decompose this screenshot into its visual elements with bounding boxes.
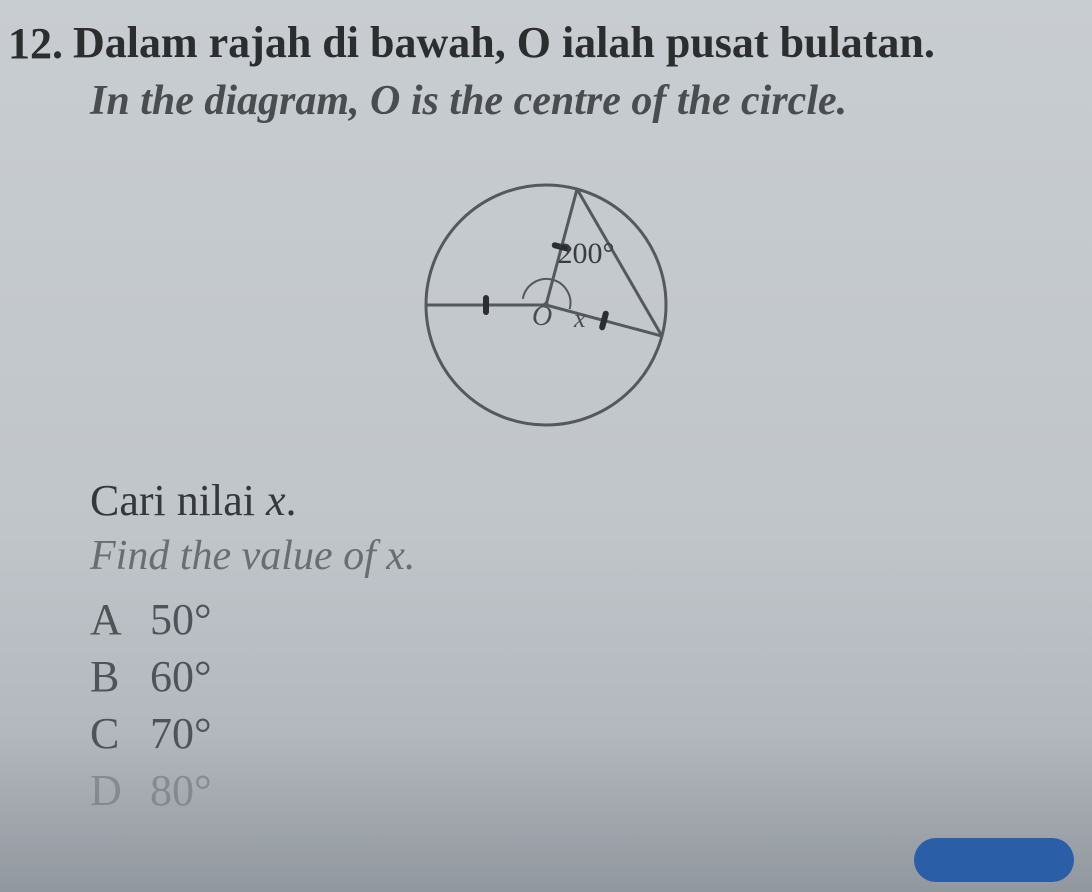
diagram-container: 200°Ox: [0, 145, 1092, 465]
choice-letter: C: [90, 708, 150, 759]
question-text-ms: Dalam rajah di bawah, O ialah pusat bula…: [73, 18, 935, 69]
question-number: 12.: [8, 18, 63, 69]
choice-letter: B: [90, 651, 150, 702]
choice-value: 80°: [150, 765, 212, 816]
choice-value: 60°: [150, 651, 212, 702]
bottom-badge: [914, 838, 1074, 882]
choice-c[interactable]: C 70°: [90, 708, 1092, 759]
choice-a[interactable]: A 50°: [90, 594, 1092, 645]
question-text-en: In the diagram, O is the centre of the c…: [0, 77, 1092, 125]
question-row: 12. Dalam rajah di bawah, O ialah pusat …: [0, 0, 1092, 69]
prompt-block: Cari nilai x. Find the value of x.: [0, 475, 1092, 580]
choice-d[interactable]: D 80°: [90, 765, 1092, 816]
choice-b[interactable]: B 60°: [90, 651, 1092, 702]
prompt-en: Find the value of x.: [90, 532, 1092, 580]
choice-value: 70°: [150, 708, 212, 759]
prompt-ms-prefix: Cari nilai: [90, 476, 266, 525]
prompt-ms-suffix: .: [286, 476, 297, 525]
svg-text:O: O: [532, 301, 552, 332]
prompt-ms-var: x: [266, 476, 286, 525]
question-ms-span: Dalam rajah di bawah, O ialah pusat bula…: [73, 18, 935, 67]
svg-text:200°: 200°: [558, 237, 615, 270]
prompt-ms: Cari nilai x.: [90, 475, 1092, 526]
choice-value: 50°: [150, 594, 212, 645]
choice-letter: D: [90, 765, 150, 816]
circle-diagram: 200°Ox: [356, 145, 736, 465]
choices-list: A 50° B 60° C 70° D 80°: [0, 594, 1092, 816]
svg-text:x: x: [573, 304, 586, 333]
choice-letter: A: [90, 594, 150, 645]
